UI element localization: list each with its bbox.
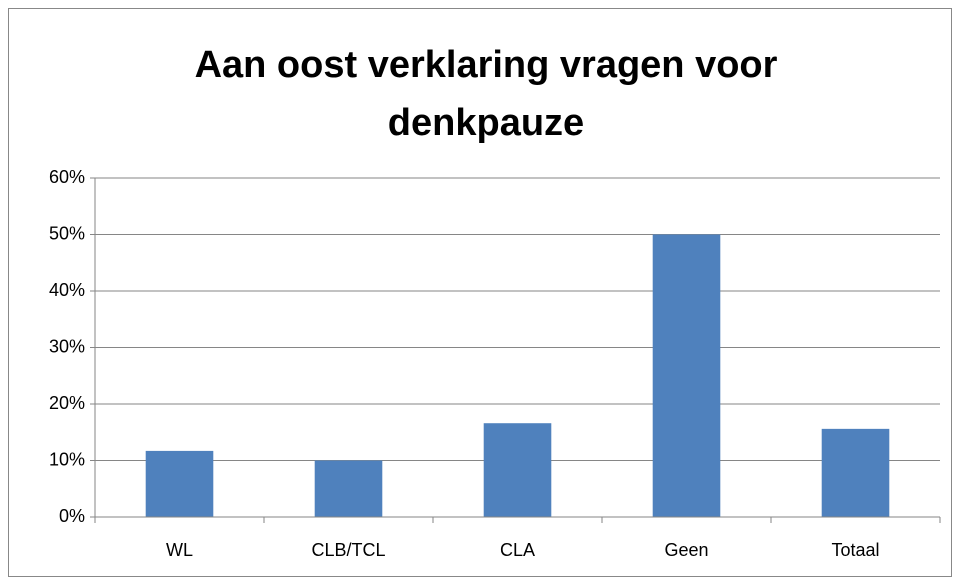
y-tick-label: 50%: [49, 223, 85, 243]
bar: [652, 234, 721, 517]
chart-border: [8, 8, 952, 577]
bar: [483, 423, 552, 517]
chart-title: Aan oost verklaring vragen voor denkpauz…: [194, 44, 778, 144]
y-tick-label: 60%: [49, 167, 85, 187]
y-tick-label: 0%: [59, 506, 85, 526]
y-tick-label: 10%: [49, 449, 85, 469]
bar: [821, 428, 890, 517]
x-tick-label: CLA: [500, 540, 535, 560]
bar: [145, 450, 214, 517]
x-tick-label: CLB/TCL: [311, 540, 385, 560]
bar: [314, 460, 383, 517]
y-tick-label: 20%: [49, 393, 85, 413]
y-tick-label: 40%: [49, 280, 85, 300]
x-tick-label: WL: [166, 540, 193, 560]
x-tick-label: Geen: [664, 540, 708, 560]
y-tick-label: 30%: [49, 336, 85, 356]
x-tick-label: Totaal: [831, 540, 879, 560]
